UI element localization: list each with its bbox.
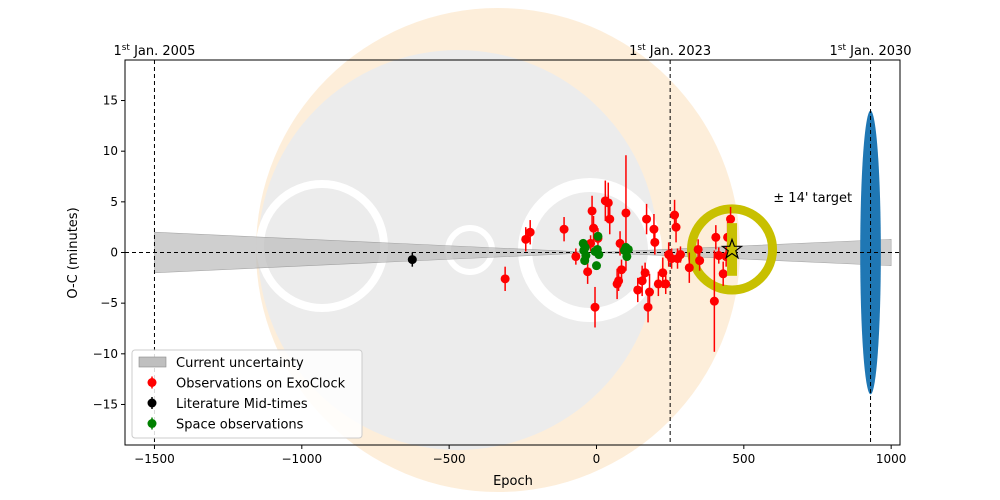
data-point <box>590 302 600 312</box>
data-point <box>675 250 685 260</box>
data-point <box>714 251 724 261</box>
data-point <box>642 214 652 224</box>
data-point <box>649 224 659 234</box>
x-tick-label: 1000 <box>876 452 907 466</box>
data-point <box>525 227 535 237</box>
target-ring <box>687 204 778 295</box>
data-point <box>407 255 417 265</box>
y-tick-label: 10 <box>103 144 118 158</box>
x-tick-label: 0 <box>593 452 601 466</box>
target-annotation: ± 14' target <box>773 191 852 206</box>
data-point <box>650 237 660 247</box>
x-axis-label: Epoch <box>493 474 533 489</box>
series-space-observations <box>578 231 633 271</box>
data-point <box>587 206 597 216</box>
data-point <box>559 224 569 234</box>
data-point <box>605 214 615 224</box>
data-point <box>500 274 510 284</box>
data-point <box>580 242 590 252</box>
data-point <box>623 244 633 254</box>
y-tick-label: 5 <box>110 195 118 209</box>
data-point <box>594 250 604 260</box>
target-bar <box>727 223 738 276</box>
legend-label: Space observations <box>176 418 304 433</box>
data-point <box>633 285 643 295</box>
x-tick-label: 500 <box>732 452 755 466</box>
data-point <box>571 252 581 262</box>
data-point <box>653 279 663 289</box>
data-point <box>693 244 703 254</box>
data-point <box>726 214 736 224</box>
data-point <box>521 234 531 244</box>
legend-swatch-marker <box>147 419 157 428</box>
date-marker-labels: 1st Jan. 2005 1st Jan. 2023 1st Jan. 2030 <box>113 43 911 59</box>
data-point <box>718 269 728 279</box>
data-point <box>643 302 653 312</box>
y-tick-label: 0 <box>110 246 118 260</box>
y-axis-label: O-C (minutes) <box>66 207 81 298</box>
x-tick-label: −1000 <box>282 452 323 466</box>
data-point <box>603 198 613 208</box>
data-point <box>617 265 627 275</box>
date-marker-label: 1st Jan. 2005 <box>113 43 195 59</box>
legend-label: Observations on ExoClock <box>176 377 346 392</box>
x-tick-label: −500 <box>433 452 466 466</box>
data-point <box>684 263 694 273</box>
legend-label: Literature Mid-times <box>176 397 308 412</box>
data-point <box>591 261 601 271</box>
y-tick-label: −15 <box>93 397 118 411</box>
legend-swatch-marker <box>147 378 157 387</box>
data-point <box>593 231 603 241</box>
legend-swatch-band <box>138 356 167 368</box>
plot-area: ± 14' target <box>125 60 900 445</box>
data-point <box>661 279 671 289</box>
data-point <box>645 287 655 297</box>
data-point <box>670 210 680 220</box>
data-point <box>640 268 650 278</box>
y-tick-label: −10 <box>93 347 118 361</box>
x-axis-ticks: −1500 −1000 −500 0 500 1000 <box>134 445 906 466</box>
data-point <box>711 232 721 242</box>
legend-label: Current uncertainty <box>176 356 304 371</box>
data-point <box>589 223 599 233</box>
date-marker-label: 1st Jan. 2023 <box>629 43 711 59</box>
y-tick-label: 15 <box>103 94 118 108</box>
data-point <box>621 208 631 218</box>
x-tick-label: −1500 <box>134 452 175 466</box>
target-star <box>720 237 744 260</box>
data-point <box>671 222 681 232</box>
data-point <box>581 251 591 261</box>
legend: Current uncertainty Observations on ExoCl… <box>131 349 363 439</box>
data-point <box>695 256 705 266</box>
legend-swatch-marker <box>147 398 157 408</box>
y-axis-ticks: −15 −10 −5 0 5 10 15 <box>93 94 125 411</box>
series-observations-on-exoclock <box>500 155 736 352</box>
date-marker-label: 1st Jan. 2030 <box>830 43 912 59</box>
series-literature-mid-times <box>407 252 417 267</box>
data-point <box>583 267 593 277</box>
legend-box <box>131 349 363 439</box>
y-tick-label: −5 <box>100 296 118 310</box>
data-point <box>709 296 719 306</box>
data-point <box>622 252 632 262</box>
